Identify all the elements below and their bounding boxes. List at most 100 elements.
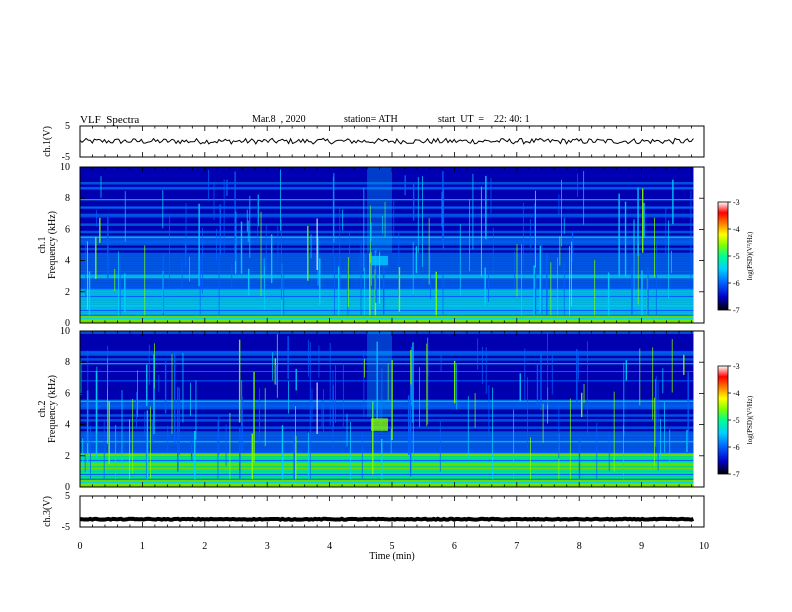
ch2-spectrogram-band (80, 350, 694, 354)
y-tick-label: -5 (62, 522, 70, 533)
x-tick-label: 3 (265, 541, 270, 552)
ch1-spectrogram-band (80, 242, 694, 246)
ch1-spectrogram-band (80, 318, 694, 321)
ch1-spectrogram-band (80, 288, 694, 292)
ch1-spectrogram-band (80, 301, 694, 304)
y-tick-label: 2 (65, 451, 70, 462)
y-tick-label: 2 (65, 287, 70, 298)
ch2-spectrogram-band (80, 343, 694, 347)
ch2-spectrogram-band (80, 452, 694, 456)
x-tick-label: 6 (452, 541, 457, 552)
ch1-spectrogram-panel: 0 2 4 6 8 10 ch.1 Frequency (kHz) (37, 162, 705, 329)
ch2-spectrogram-band (80, 394, 694, 398)
y-tick-label: 5 (65, 121, 70, 132)
ch1-spectrogram-band (80, 271, 694, 275)
x-tick-label: 8 (577, 541, 582, 552)
ch1-spectrogram-ylabel: ch.1 (37, 237, 48, 254)
ch2-spectrogram-band (80, 406, 694, 410)
ch2-spectrogram-band (80, 477, 694, 481)
ch1-spectrogram-band (80, 303, 694, 307)
ch2-spectrogram-band (80, 389, 694, 393)
ch2-spectrogram-panel: 0 2 4 6 8 10 ch.2 Frequency (kHz) (37, 326, 705, 493)
ch2-spectrogram-band (80, 333, 694, 337)
ch3-waveform-panel: 5 -5 ch.3(V) (42, 491, 705, 533)
colorbar-tick-label: -3 (733, 362, 740, 371)
ch2-spectrogram-band (80, 482, 694, 485)
ch1-spectrogram-band (80, 201, 694, 204)
ch1-spectrogram-band (80, 235, 694, 239)
figure-title: VLF Spectra (80, 114, 140, 126)
ch2-spectrogram-band (80, 413, 694, 417)
ch1-spectrogram-band (80, 291, 694, 295)
ch3-waveform-ylabel: ch.3(V) (42, 496, 53, 527)
ch2-spectrogram-band (80, 435, 694, 439)
ch1-spectrogram-band (80, 308, 694, 312)
ch1-spectrogram-band (80, 286, 694, 290)
y-tick-label: 6 (65, 388, 70, 399)
ch2-spectrogram-band (80, 455, 694, 459)
ch1-spectrogram-band (80, 169, 694, 173)
x-tick-label: 9 (639, 541, 644, 552)
ch1-spectrogram-band (80, 203, 694, 207)
y-tick-label: 4 (65, 256, 70, 267)
x-tick-label: 2 (202, 541, 207, 552)
y-tick-label: 0 (65, 482, 70, 493)
ch1-spectrogram-band (80, 186, 694, 190)
x-axis-label: Time (min) (369, 551, 414, 562)
x-tick-label: 10 (699, 541, 709, 552)
ch2-spectrogram-band (80, 355, 694, 359)
ch2-spectrogram-band (80, 448, 694, 451)
ch1-spectrogram-band (80, 269, 694, 273)
ch2-spectrogram-band (80, 445, 694, 449)
ch1-spectrogram-band (80, 208, 694, 212)
y-tick-label: 0 (65, 318, 70, 329)
y-tick-label: 10 (60, 162, 70, 173)
ch2-spectrogram-band (80, 474, 694, 478)
ch2-spectrogram-band (80, 438, 694, 442)
ch1-spectrogram-band (80, 174, 694, 178)
ch2-spectrogram-band (80, 484, 694, 488)
colorbar-tick-label: -7 (733, 470, 740, 479)
ch2-spectrogram-band (80, 340, 694, 344)
ch1-spectrogram-band (80, 310, 694, 314)
ch1-spectrogram-band (80, 249, 694, 253)
ch2-spectrogram-noise-column (367, 331, 392, 417)
ch2-spectrogram-band (80, 396, 694, 400)
y-tick-label: 8 (65, 357, 70, 368)
ch2-spectrogram-band (80, 335, 694, 339)
ch1-spectrogram-noise-column (367, 167, 392, 253)
colorbar-tick-label: -4 (733, 225, 740, 234)
ch2-spectrogram-band (80, 377, 694, 381)
colorbar-tick-label: -7 (733, 306, 740, 315)
ch1-spectrogram-band (80, 193, 694, 197)
ch1-spectrogram-band (80, 179, 694, 183)
ch1-spectrogram-band (80, 176, 694, 180)
ch2-spectrogram-ylabel: ch.2 (37, 401, 48, 418)
ch1-spectrogram-band (80, 247, 694, 251)
ch2-spectrogram-band (80, 382, 694, 386)
ch1-spectrogram-band (80, 191, 694, 195)
x-tick-label: 1 (140, 541, 145, 552)
ch1-spectrogram-band (80, 245, 694, 248)
ch1-spectrogram-band (80, 296, 694, 300)
ch1-spectrogram-band (80, 232, 694, 236)
y-tick-label: 4 (65, 420, 70, 431)
ch2-spectrogram-band (80, 479, 694, 483)
ch2-spectrogram-band (80, 411, 694, 415)
ch1-spectrogram-band (80, 237, 694, 241)
ch1-spectrogram-band (80, 223, 694, 226)
ch1-spectrogram-band (80, 188, 694, 192)
ch2-spectrogram-band (80, 365, 694, 368)
ch1-spectrogram-band (80, 213, 694, 217)
ch1-spectrogram-band (80, 210, 694, 214)
date-label: Mar.8 , 2020 (252, 114, 306, 125)
start-time-label: start UT = 22: 40: 1 (438, 114, 530, 125)
ch2-spectrogram-band (80, 338, 694, 342)
ch1-spectrogram-colorbar: -3 -4 -5 -6 -7 log(PSD)(V²/Hz) (717, 198, 754, 315)
ch2-spectrogram-ylabel: Frequency (kHz) (47, 375, 58, 443)
ch2-spectrogram-band (80, 374, 694, 378)
ch1-spectrogram-band (80, 284, 694, 287)
ch2-spectrogram-band (80, 450, 694, 454)
ch1-spectrogram-ylabel: Frequency (kHz) (47, 211, 58, 279)
